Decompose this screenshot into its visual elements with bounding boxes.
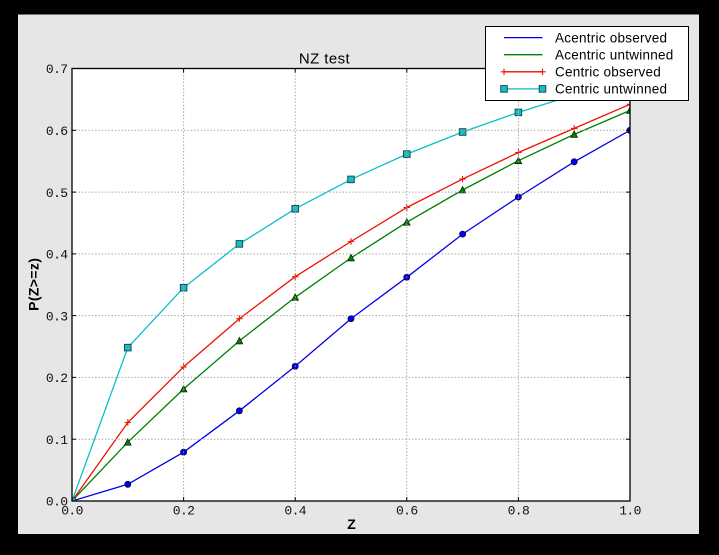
svg-text:Z: Z bbox=[347, 516, 356, 532]
svg-text:NZ test: NZ test bbox=[299, 50, 351, 67]
svg-text:0.6: 0.6 bbox=[46, 124, 68, 139]
svg-text:0.4: 0.4 bbox=[46, 248, 68, 263]
svg-text:1.0: 1.0 bbox=[619, 504, 641, 519]
svg-text:P(Z>=z): P(Z>=z) bbox=[26, 258, 42, 311]
svg-text:0.2: 0.2 bbox=[173, 504, 195, 519]
svg-text:0.0: 0.0 bbox=[46, 495, 68, 510]
svg-text:0.3: 0.3 bbox=[46, 309, 68, 324]
svg-text:0.2: 0.2 bbox=[46, 371, 68, 386]
svg-text:0.6: 0.6 bbox=[396, 504, 418, 519]
svg-text:Acentric untwinned: Acentric untwinned bbox=[555, 48, 674, 63]
svg-text:0.1: 0.1 bbox=[46, 433, 68, 448]
svg-text:0.0: 0.0 bbox=[61, 504, 83, 519]
svg-text:Centric untwinned: Centric untwinned bbox=[555, 82, 667, 97]
svg-text:0.5: 0.5 bbox=[46, 186, 68, 201]
svg-text:0.8: 0.8 bbox=[508, 504, 530, 519]
svg-text:0.4: 0.4 bbox=[284, 504, 306, 519]
svg-text:0.7: 0.7 bbox=[46, 62, 68, 77]
svg-text:Acentric observed: Acentric observed bbox=[555, 30, 667, 45]
svg-text:Centric observed: Centric observed bbox=[555, 65, 661, 80]
